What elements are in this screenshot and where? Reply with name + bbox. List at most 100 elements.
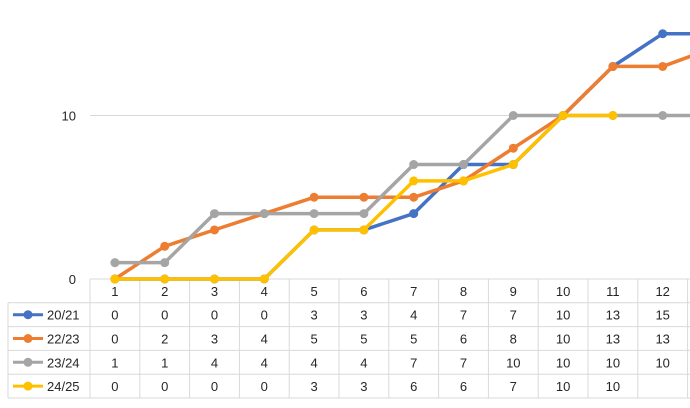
data-table-cell: 13 xyxy=(606,332,620,347)
data-table-cell: 4 xyxy=(310,355,317,370)
x-tick-label: 4 xyxy=(261,284,268,299)
data-point xyxy=(309,209,319,219)
data-point xyxy=(359,192,369,202)
data-table-cell: 4 xyxy=(360,355,367,370)
data-point xyxy=(210,274,219,284)
x-tick-label: 11 xyxy=(606,284,620,299)
data-point xyxy=(409,209,419,219)
data-table-cell: 1 xyxy=(161,355,168,370)
series-line-continuation xyxy=(660,54,690,69)
data-table-cell: 3 xyxy=(360,379,367,394)
data-table-cell: 13 xyxy=(655,332,669,347)
data-point xyxy=(160,274,170,284)
data-table-cell: 7 xyxy=(410,355,417,370)
data-point xyxy=(309,225,319,235)
data-table-cell: 0 xyxy=(111,379,118,394)
legend-key-marker xyxy=(23,381,33,391)
data-table-cell: 10 xyxy=(556,355,570,370)
data-point xyxy=(608,111,618,120)
data-point xyxy=(160,241,170,251)
data-point xyxy=(210,225,219,235)
data-point xyxy=(160,258,170,268)
data-point xyxy=(608,61,618,71)
data-point xyxy=(359,225,369,235)
data-table-cell: 0 xyxy=(161,379,168,394)
data-table-cell: 7 xyxy=(460,355,467,370)
y-tick-label: 0 xyxy=(69,272,76,287)
data-point xyxy=(110,274,120,284)
data-table-cell: 7 xyxy=(510,308,517,323)
legend-key-marker xyxy=(23,334,33,343)
data-table-cell: 2 xyxy=(161,332,168,347)
data-table-cell: 10 xyxy=(506,355,520,370)
legend-label: 24/25 xyxy=(47,379,80,394)
data-table-cell: 10 xyxy=(556,332,570,347)
data-point xyxy=(459,160,468,170)
data-point xyxy=(409,176,419,186)
series-lines xyxy=(110,29,690,284)
x-tick-label: 7 xyxy=(410,284,417,299)
data-point xyxy=(508,160,518,170)
x-tick-label: 8 xyxy=(460,284,467,299)
data-point xyxy=(210,209,219,219)
data-table-cell: 10 xyxy=(606,379,620,394)
data-point xyxy=(508,143,518,153)
data-table-cell: 0 xyxy=(161,308,168,323)
data-point xyxy=(259,209,269,219)
data-table-cell: 0 xyxy=(111,332,118,347)
data-point xyxy=(508,111,518,120)
x-tick-label: 2 xyxy=(161,284,168,299)
data-table-cell: 6 xyxy=(460,379,467,394)
x-tick-label: 5 xyxy=(310,284,317,299)
data-table-cell: 3 xyxy=(310,379,317,394)
legend-label: 22/23 xyxy=(47,332,80,347)
data-table-cell: 7 xyxy=(510,379,517,394)
data-table-cell: 4 xyxy=(211,355,218,370)
x-tick-label: 6 xyxy=(360,284,367,299)
data-point xyxy=(110,258,120,268)
data-point xyxy=(409,192,419,202)
data-point xyxy=(359,209,369,219)
data-point xyxy=(558,111,568,120)
data-table-cell: 5 xyxy=(410,332,417,347)
data-table-cell: 7 xyxy=(460,308,467,323)
data-table-cell: 0 xyxy=(111,308,118,323)
data-table-cell: 1 xyxy=(111,355,118,370)
data-table-cell: 0 xyxy=(261,308,268,323)
data-table-cell: 10 xyxy=(556,379,570,394)
data-point xyxy=(459,176,468,186)
data-table-cell: 13 xyxy=(606,308,620,323)
legend-key-marker xyxy=(23,357,33,367)
series-line xyxy=(113,31,665,281)
y-tick-label: 10 xyxy=(62,109,76,124)
data-point xyxy=(409,160,419,170)
legend-label: 23/24 xyxy=(47,355,80,370)
data-table-cell: 4 xyxy=(261,332,268,347)
data-table-cell: 0 xyxy=(211,308,218,323)
data-table-cell: 0 xyxy=(261,379,268,394)
y-axis-tick-labels: 0 10 xyxy=(62,109,76,288)
data-point xyxy=(259,274,269,284)
data-table-cell: 5 xyxy=(310,332,317,347)
data-table-cell: 4 xyxy=(410,308,417,323)
x-tick-label: 1 xyxy=(111,284,118,299)
data-table-cell: 3 xyxy=(360,308,367,323)
data-point xyxy=(309,192,319,202)
x-tick-label: 10 xyxy=(556,284,570,299)
data-table-cell: 3 xyxy=(310,308,317,323)
series-line xyxy=(113,113,665,265)
legend-label: 20/21 xyxy=(47,308,80,323)
data-table-cell: 6 xyxy=(410,379,417,394)
data-table-cell: 4 xyxy=(261,355,268,370)
x-tick-label: 3 xyxy=(211,284,218,299)
data-table-cell: 10 xyxy=(655,355,669,370)
data-table-cell: 8 xyxy=(510,332,517,347)
data-table-cell: 15 xyxy=(655,308,669,323)
data-table-cell: 10 xyxy=(606,355,620,370)
series-line xyxy=(113,64,665,281)
data-table-cell: 3 xyxy=(211,332,218,347)
data-table-cell: 5 xyxy=(360,332,367,347)
data-table-cell: 6 xyxy=(460,332,467,347)
